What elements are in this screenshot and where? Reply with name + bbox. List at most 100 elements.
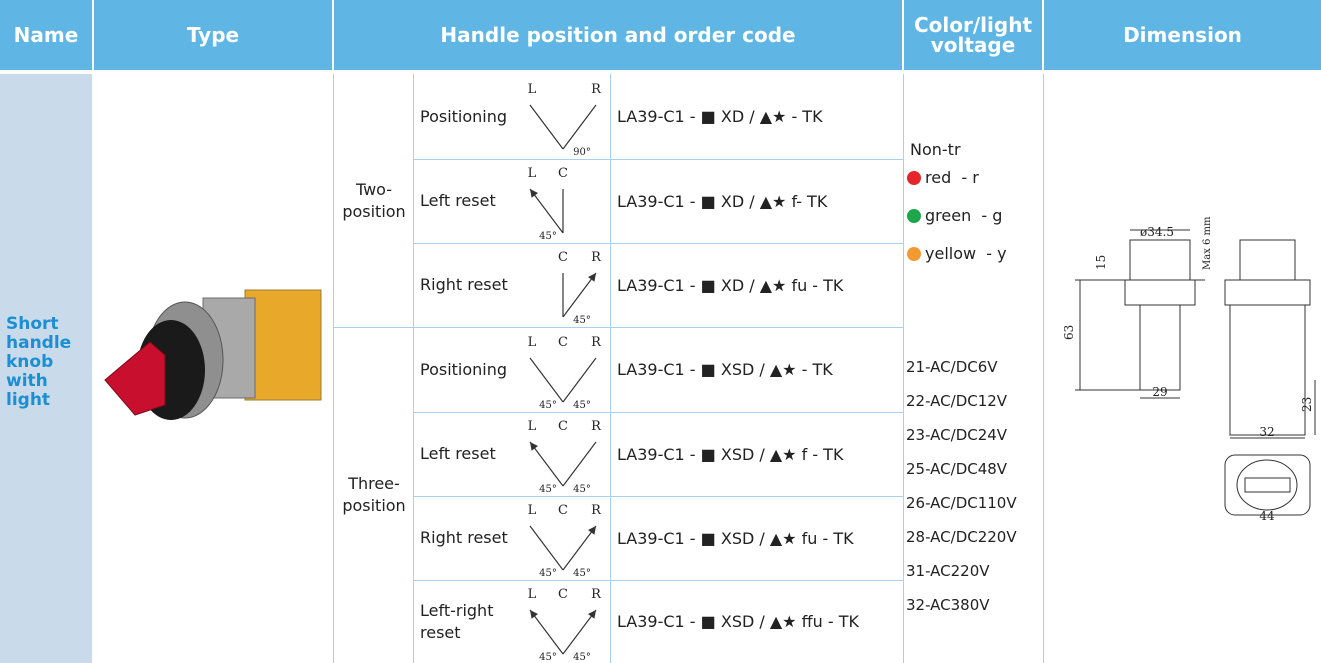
header-name: Name (0, 0, 92, 70)
dim-label: 63 (1062, 325, 1076, 340)
diagram-label: L (528, 82, 537, 97)
dim-label: 32 (1259, 425, 1274, 439)
order-code: LA39-C1 - ■ XSD / ▲★ fu - TK (617, 528, 854, 548)
cell-border (413, 580, 903, 581)
header-color-voltage: Color/light voltage (904, 0, 1042, 70)
dim-label: 44 (1259, 509, 1275, 520)
voltage: 25-AC/DC48V (906, 460, 1008, 478)
diagram-label: C (558, 166, 568, 181)
voltage: 28-AC/DC220V (906, 528, 1017, 546)
diagram-line (529, 441, 564, 487)
diagram-label: 45° (573, 568, 591, 578)
cell-border (413, 496, 903, 497)
group-label: Two-position (342, 179, 406, 221)
diagram-label: C (558, 419, 568, 434)
row-label: Positioning (420, 359, 508, 379)
diagram-label: C (558, 503, 568, 518)
name-cell (0, 74, 92, 663)
position-diagram: C R 45° (558, 250, 602, 325)
row-label: Left reset (420, 444, 496, 463)
outline (1229, 304, 1306, 436)
arrow-head (530, 189, 538, 198)
order-code: LA39-C1 - ■ XD / ▲★ - TK (617, 107, 823, 126)
outline (1236, 459, 1298, 511)
diagram-label: L (528, 335, 537, 350)
dim-label: 15 (1094, 255, 1108, 270)
diagram-line (562, 525, 597, 571)
diagram-label: C (558, 335, 568, 350)
cell-border (903, 74, 904, 663)
diagram-line (529, 357, 564, 402)
dim-label: Max 6 mm (1202, 216, 1213, 270)
diagram-label: L (528, 503, 537, 518)
dim-label: 23 (1300, 397, 1314, 412)
diagram-label: L (528, 419, 537, 434)
diagram-label: 45° (539, 231, 557, 241)
color-dot (907, 209, 921, 223)
row-label: Right reset (420, 275, 508, 294)
outline (1239, 239, 1296, 281)
diagram-label: R (591, 82, 602, 97)
knob (104, 341, 166, 416)
dimension-drawing: ø34.5 Max 6 mm 15 63 29 23 32 44 (1062, 216, 1316, 520)
diagram-line (529, 104, 564, 149)
diagram-label: C (558, 587, 568, 602)
diagram-label: 45° (539, 568, 557, 578)
diagram-label: 45° (573, 315, 591, 325)
voltage: 22-AC/DC12V (906, 392, 1008, 410)
diagram-label: C (558, 250, 568, 265)
diagram-label: R (591, 250, 602, 265)
position-diagram: L R 90° (528, 82, 602, 157)
voltage: 32-AC380V (906, 596, 990, 614)
cell-border (333, 327, 903, 328)
diagram-line (562, 609, 597, 654)
arrow-head (588, 273, 596, 282)
order-code: LA39-C1 - ■ XD / ▲★ fu - TK (617, 275, 844, 295)
product-image (104, 289, 322, 420)
material: Non-tr (910, 140, 961, 159)
position-diagram: L C R 45° 45° (528, 419, 602, 494)
diagram-label: R (591, 335, 602, 350)
diagram-label: 45° (573, 400, 591, 410)
cell-border (413, 159, 903, 160)
diagram-line (562, 104, 597, 149)
header-dimension: Dimension (1044, 0, 1321, 70)
diagram-line (562, 357, 597, 402)
color-label: green - g (925, 206, 1003, 225)
outline (1244, 477, 1291, 493)
cell-border (413, 243, 903, 244)
product-name: Short handle knob with light (6, 314, 72, 410)
header-type: Type (94, 0, 332, 70)
diagram-label: 45° (539, 484, 557, 494)
position-diagram: L C 45° (528, 166, 568, 241)
order-code: LA39-C1 - ■ XD / ▲★ f- TK (617, 191, 828, 211)
diagram-label: R (591, 503, 602, 518)
outline (1224, 454, 1311, 516)
position-diagram: L C R 45° 45° (528, 587, 602, 662)
diagram-label: 90° (573, 147, 591, 157)
position-diagram: L C R 45° 45° (528, 503, 602, 578)
diagram-label: 45° (573, 484, 591, 494)
cell-border (1043, 74, 1044, 663)
arrow-head (588, 609, 596, 619)
diagram-line (529, 188, 564, 234)
color-dot (907, 247, 921, 261)
diagram-line (562, 441, 597, 487)
diagram-label: L (528, 587, 537, 602)
order-code: LA39-C1 - ■ XSD / ▲★ ffu - TK (617, 612, 859, 631)
diagram-label: L (528, 166, 537, 181)
diagram-label: 45° (573, 652, 591, 662)
row-label: Positioning (420, 106, 508, 126)
cell-border (610, 74, 611, 663)
outline (1139, 304, 1181, 391)
cell-border (413, 74, 414, 663)
color-dot (907, 171, 921, 185)
arrow-head (588, 526, 596, 535)
diagram-line (562, 272, 597, 318)
cell-border (413, 412, 903, 413)
diagram-line (529, 525, 564, 571)
dim-label: 29 (1152, 385, 1167, 399)
row-label: Left-right reset (420, 600, 494, 642)
row-label: Right reset (420, 528, 508, 547)
